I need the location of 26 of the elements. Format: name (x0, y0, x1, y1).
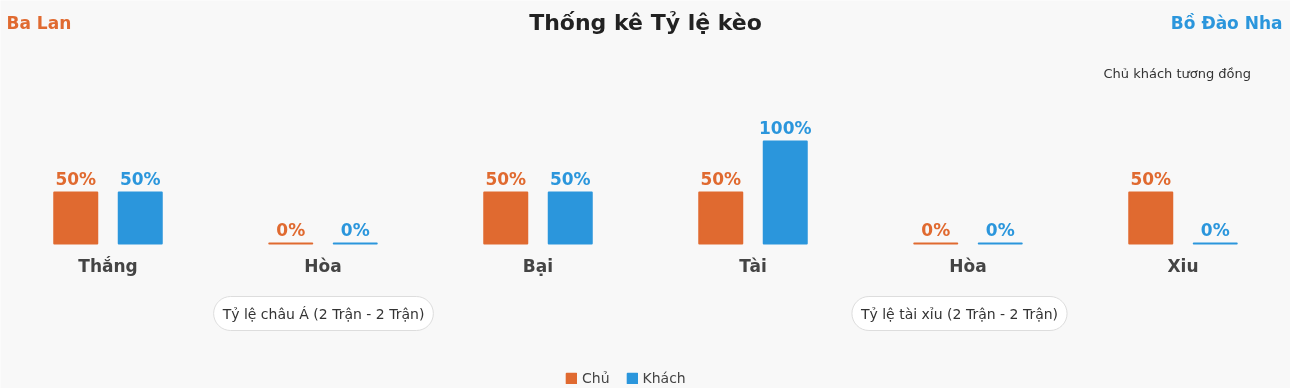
data-label: 50% (1130, 168, 1172, 189)
legend-label: Khách (642, 370, 686, 386)
text: Bồ Đào Nha (1170, 12, 1283, 33)
text: Ba Lan (6, 12, 72, 33)
x-tick-label: Hòa (949, 255, 987, 276)
data-label: 0% (340, 219, 370, 240)
data-label: 0% (921, 219, 951, 240)
x-tick-label: Tài (739, 255, 767, 276)
data-label: 50% (549, 168, 591, 189)
data-label: 0% (1200, 219, 1230, 240)
data-label: 50% (55, 168, 97, 189)
text: Chủ khách tương đồng (1103, 65, 1252, 81)
data-label: 50% (700, 168, 742, 189)
data-label: 0% (985, 219, 1015, 240)
x-tick-label: Xiu (1167, 255, 1199, 276)
text: Tỷ lệ tài xỉu (2 Trận - 2 Trận) (859, 305, 1059, 322)
data-label: 100% (758, 117, 812, 138)
data-label: 0% (276, 219, 306, 240)
x-tick-label: Thắng (78, 255, 138, 276)
data-label: 50% (119, 168, 161, 189)
chart-title: Thống kê Tỷ lệ kèo (529, 9, 762, 35)
x-tick-label: Bại (522, 255, 554, 276)
data-label: 50% (485, 168, 527, 189)
legend-label: Chủ (582, 370, 610, 386)
text: Tỷ lệ châu Á (2 Trận - 2 Trận) (221, 305, 425, 322)
x-tick-label: Hòa (304, 255, 342, 276)
